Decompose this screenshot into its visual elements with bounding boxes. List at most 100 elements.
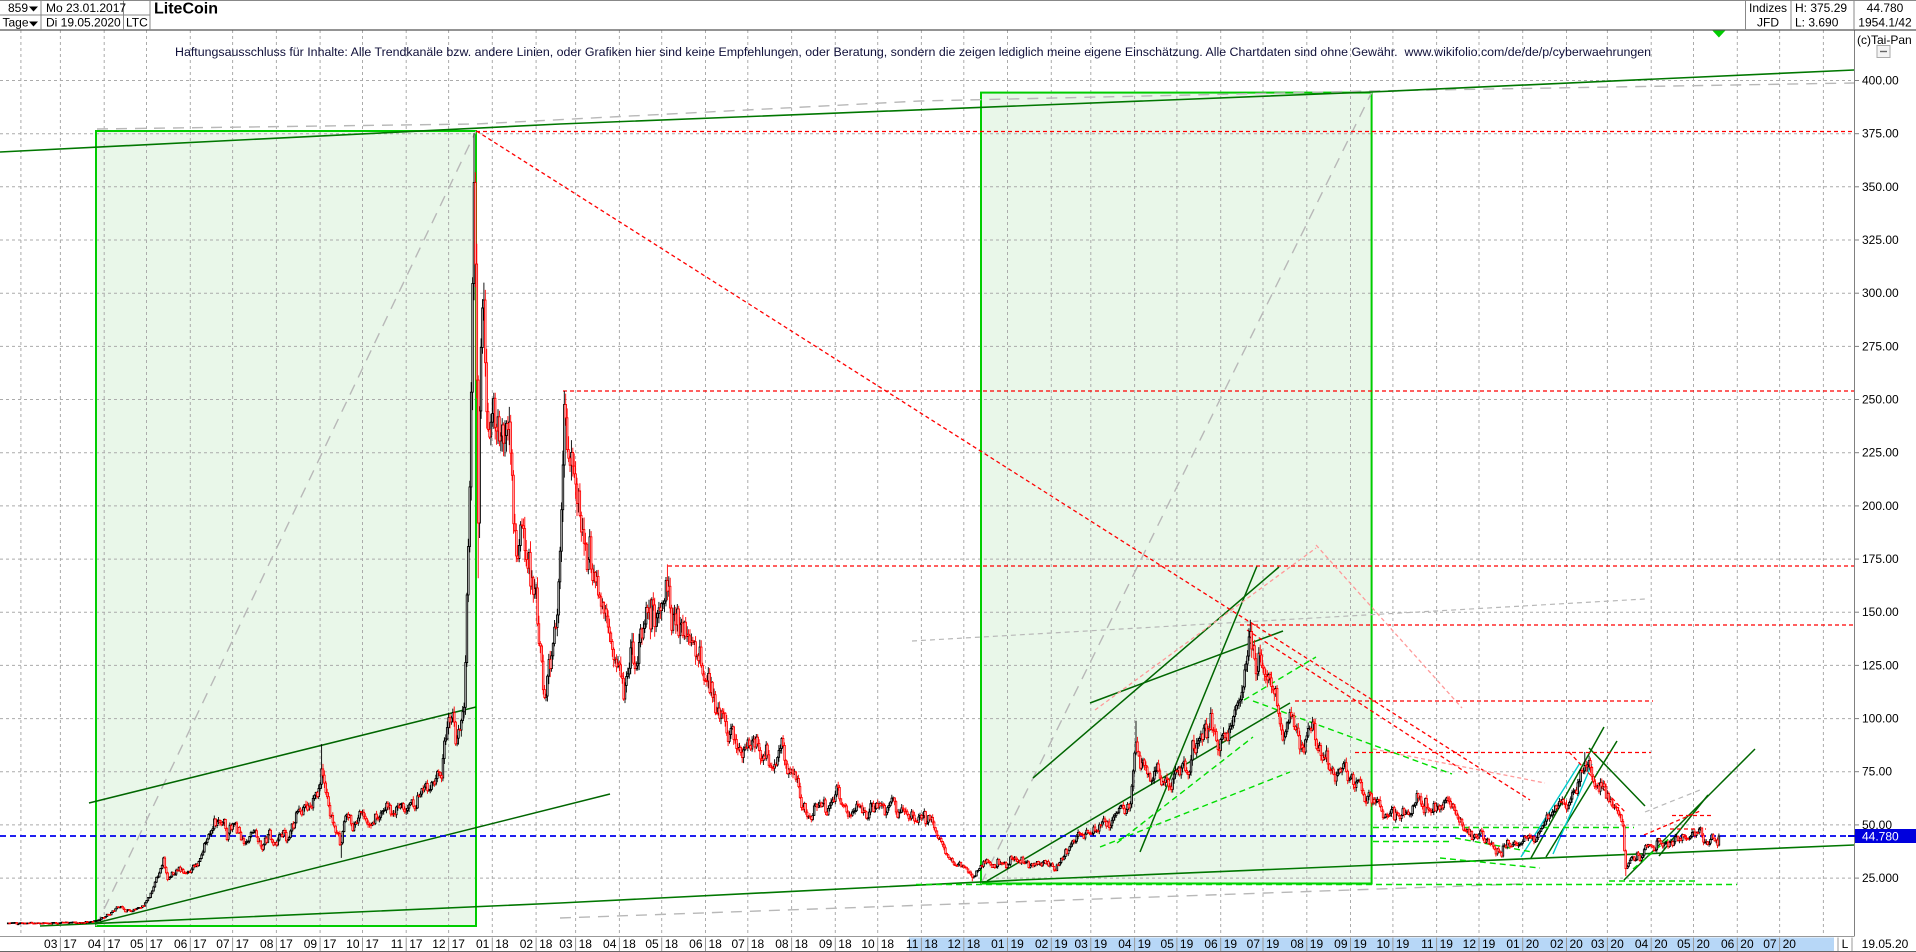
svg-text:05: 05 xyxy=(645,937,659,951)
svg-text:300.00: 300.00 xyxy=(1862,286,1899,300)
svg-text:12: 12 xyxy=(432,937,446,951)
svg-text:01: 01 xyxy=(1506,937,1520,951)
svg-text:Indizes: Indizes xyxy=(1749,1,1787,15)
svg-text:03: 03 xyxy=(1074,937,1088,951)
svg-text:06: 06 xyxy=(1204,937,1218,951)
svg-text:19: 19 xyxy=(1310,937,1324,951)
svg-text:18: 18 xyxy=(665,937,679,951)
svg-text:08: 08 xyxy=(260,937,274,951)
svg-text:Tage: Tage xyxy=(3,16,29,30)
svg-text:20: 20 xyxy=(1740,937,1754,951)
svg-text:05: 05 xyxy=(1161,937,1175,951)
svg-text:L: L xyxy=(1842,937,1849,951)
svg-text:09: 09 xyxy=(304,937,318,951)
svg-text:17: 17 xyxy=(150,937,164,951)
svg-text:11: 11 xyxy=(391,937,404,951)
svg-text:200.00: 200.00 xyxy=(1862,499,1899,513)
svg-text:20: 20 xyxy=(1526,937,1540,951)
svg-text:44.780: 44.780 xyxy=(1867,1,1904,15)
svg-text:04: 04 xyxy=(88,937,102,951)
svg-text:20: 20 xyxy=(1654,937,1668,951)
svg-text:LTC: LTC xyxy=(126,16,148,30)
svg-text:18: 18 xyxy=(967,937,981,951)
svg-text:08: 08 xyxy=(775,937,789,951)
svg-text:01: 01 xyxy=(476,937,490,951)
svg-text:19: 19 xyxy=(1138,937,1152,951)
svg-text:11: 11 xyxy=(1421,937,1434,951)
svg-text:Di 19.05.2020: Di 19.05.2020 xyxy=(46,16,121,30)
svg-text:07: 07 xyxy=(216,937,230,951)
svg-text:125.00: 125.00 xyxy=(1862,658,1899,672)
svg-text:17: 17 xyxy=(63,937,77,951)
svg-text:12: 12 xyxy=(947,937,961,951)
svg-text:05: 05 xyxy=(1677,937,1691,951)
svg-text:275.00: 275.00 xyxy=(1862,339,1899,353)
svg-text:17: 17 xyxy=(193,937,207,951)
svg-text:19: 19 xyxy=(1354,937,1368,951)
svg-text:17: 17 xyxy=(323,937,337,951)
svg-text:100.00: 100.00 xyxy=(1862,712,1899,726)
svg-text:18: 18 xyxy=(924,937,938,951)
svg-text:03: 03 xyxy=(1591,937,1605,951)
svg-text:11: 11 xyxy=(906,937,919,951)
svg-text:19: 19 xyxy=(1180,937,1194,951)
svg-text:19: 19 xyxy=(1440,937,1454,951)
svg-text:19: 19 xyxy=(1482,937,1496,951)
svg-text:02: 02 xyxy=(1035,937,1049,951)
svg-text:225.00: 225.00 xyxy=(1862,446,1899,460)
svg-text:17: 17 xyxy=(452,937,466,951)
svg-text:07: 07 xyxy=(1763,937,1777,951)
svg-text:350.00: 350.00 xyxy=(1862,180,1899,194)
svg-text:17: 17 xyxy=(236,937,250,951)
svg-text:JFD: JFD xyxy=(1757,16,1779,30)
svg-text:17: 17 xyxy=(107,937,121,951)
svg-text:18: 18 xyxy=(751,937,765,951)
svg-text:Haftungsausschluss für Inhalte: Haftungsausschluss für Inhalte: Alle Tre… xyxy=(175,45,1651,59)
svg-text:44.780: 44.780 xyxy=(1862,830,1899,844)
svg-text:50.00: 50.00 xyxy=(1862,818,1892,832)
svg-text:Mo 23.01.2017: Mo 23.01.2017 xyxy=(46,1,126,15)
svg-text:18: 18 xyxy=(709,937,723,951)
svg-text:H: 375.29: H: 375.29 xyxy=(1795,1,1847,15)
svg-text:(c)Tai-Pan: (c)Tai-Pan xyxy=(1857,33,1912,47)
svg-text:19: 19 xyxy=(1011,937,1025,951)
svg-text:375.00: 375.00 xyxy=(1862,127,1899,141)
svg-text:18: 18 xyxy=(579,937,593,951)
svg-text:19: 19 xyxy=(1266,937,1280,951)
svg-text:18: 18 xyxy=(622,937,636,951)
svg-text:L: 3.690: L: 3.690 xyxy=(1795,16,1839,30)
svg-text:17: 17 xyxy=(409,937,423,951)
svg-text:09: 09 xyxy=(1334,937,1348,951)
svg-text:18: 18 xyxy=(495,937,509,951)
svg-text:06: 06 xyxy=(174,937,188,951)
svg-text:25.000: 25.000 xyxy=(1862,871,1899,885)
svg-text:17: 17 xyxy=(366,937,380,951)
svg-text:10: 10 xyxy=(1377,937,1391,951)
svg-text:150.00: 150.00 xyxy=(1862,605,1899,619)
svg-text:01: 01 xyxy=(991,937,1005,951)
svg-text:18: 18 xyxy=(881,937,895,951)
svg-text:04: 04 xyxy=(603,937,617,951)
svg-text:19: 19 xyxy=(1396,937,1410,951)
svg-text:12: 12 xyxy=(1463,937,1477,951)
svg-text:03: 03 xyxy=(559,937,573,951)
svg-text:20: 20 xyxy=(1697,937,1711,951)
svg-text:02: 02 xyxy=(1550,937,1564,951)
svg-text:250.00: 250.00 xyxy=(1862,393,1899,407)
svg-text:18: 18 xyxy=(539,937,553,951)
svg-text:19.05.20: 19.05.20 xyxy=(1862,937,1909,951)
svg-text:1954.1/42: 1954.1/42 xyxy=(1858,16,1912,30)
svg-text:75.00: 75.00 xyxy=(1862,765,1892,779)
svg-text:19: 19 xyxy=(1094,937,1108,951)
svg-text:175.00: 175.00 xyxy=(1862,552,1899,566)
svg-text:20: 20 xyxy=(1610,937,1624,951)
svg-text:02: 02 xyxy=(520,937,534,951)
svg-text:10: 10 xyxy=(346,937,360,951)
svg-text:04: 04 xyxy=(1635,937,1649,951)
svg-text:LiteCoin: LiteCoin xyxy=(154,1,218,18)
svg-text:07: 07 xyxy=(1247,937,1261,951)
svg-text:07: 07 xyxy=(731,937,745,951)
svg-text:10: 10 xyxy=(861,937,875,951)
svg-text:17: 17 xyxy=(279,937,293,951)
svg-text:18: 18 xyxy=(838,937,852,951)
